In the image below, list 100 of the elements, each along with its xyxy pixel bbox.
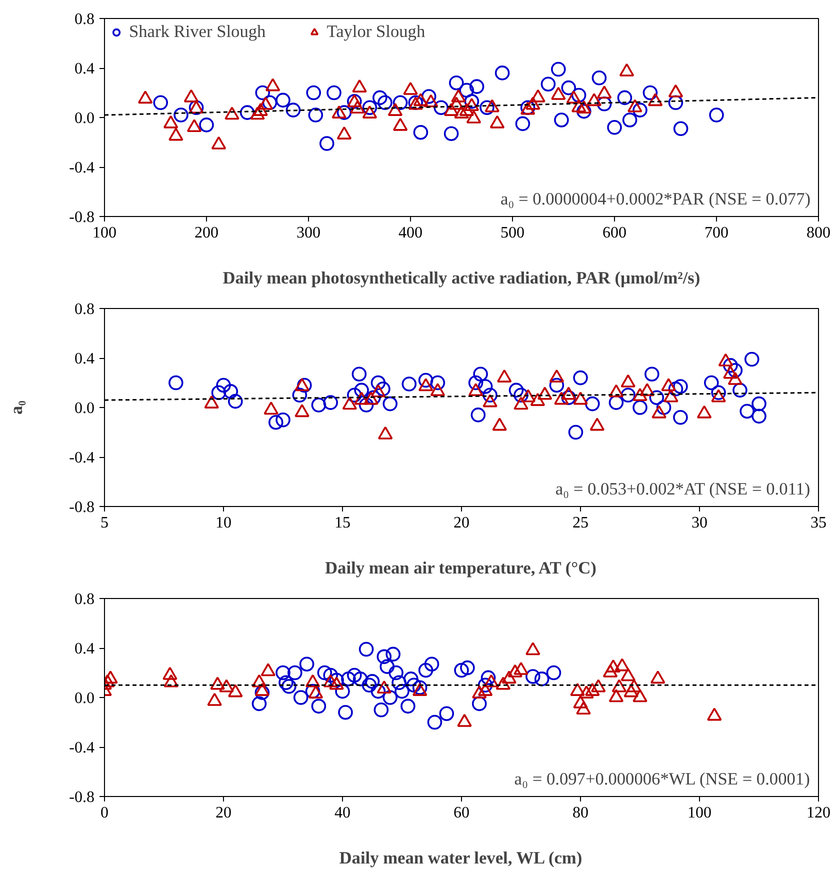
point [673,121,688,136]
point [184,89,199,102]
x-tick-label: 5 [100,514,108,532]
point [308,108,324,122]
x-axis-title: Daily mean water level, WL (cm) [339,848,582,868]
point [253,102,268,116]
point [622,112,638,128]
point [459,102,474,116]
point [561,80,576,96]
point [362,100,378,115]
point [240,105,255,120]
point [464,94,480,109]
y-tick-label: 0.4 [74,350,94,368]
x-tick-label: 0 [100,804,108,822]
point [554,112,569,128]
point [250,106,265,120]
y-tick-label: 0.8 [74,11,94,28]
point [362,105,378,118]
point [258,96,274,110]
y-tick-label: -0.4 [69,450,94,466]
y-tick-label: -0.4 [69,740,94,756]
point [449,96,464,110]
point [276,92,290,108]
x-tick-label: 200 [194,224,218,242]
point [262,95,278,110]
point [413,93,428,106]
y-tick-label: 0.0 [74,110,94,127]
legend-label: Shark River Slough [129,22,266,42]
x-tick-label: 100 [92,224,116,242]
point [168,128,184,141]
y-tick-label: -0.8 [69,209,94,226]
x-tick-label: 300 [296,224,320,242]
point [551,86,566,100]
point [596,86,612,99]
annotation: a₀ = 0.0000004+0.0002*PAR (NSE = 0.077) [500,190,811,208]
y-tick-label: 0.8 [74,591,94,608]
point [199,118,214,132]
point [484,99,500,112]
point [576,100,592,114]
x-tick-label: 120 [806,804,830,822]
annotation: a₀ = 0.053+0.002*AT (NSE = 0.011) [555,480,810,498]
point [494,66,510,80]
point [421,89,436,104]
point [480,100,494,115]
point [434,100,448,115]
point [540,76,556,92]
point [632,102,648,118]
point [413,124,428,140]
x-tick-label: 40 [334,804,350,822]
point [515,116,530,132]
y-tick-label: 0.4 [74,640,94,658]
x-tick-label: 20 [216,804,232,822]
point [306,85,321,100]
x-tick-label: 80 [572,804,588,822]
point [571,88,586,103]
point [607,120,622,135]
point [576,104,592,119]
point [392,118,408,131]
point [619,63,634,76]
point [459,82,474,98]
x-tick-label: 20 [454,514,470,532]
point [642,85,658,100]
point [424,94,438,108]
y-tick-label: 0.8 [74,301,94,318]
legend-label: Taylor Slough [326,22,426,42]
point [350,100,365,114]
point [551,62,566,77]
point [592,70,607,86]
x-tick-label: 10 [216,514,232,532]
point [174,108,188,122]
x-tick-label: 30 [692,514,708,532]
y-tick-label: 0.0 [74,690,94,707]
x-tick-label: 400 [398,224,422,242]
point [566,90,582,104]
point [451,89,466,102]
point [444,102,459,116]
point [224,106,240,120]
point [668,84,684,98]
point [469,79,484,94]
y-tick-label: 0.0 [74,400,94,417]
point [388,102,403,116]
point [138,90,153,104]
point [466,110,482,124]
y-tick-label: -0.4 [69,160,94,176]
y-tick-label: -0.8 [69,499,94,516]
point [571,99,586,112]
x-tick-label: 25 [572,514,588,532]
point [586,93,602,106]
point [454,105,469,118]
x-axis-title: Daily mean photosynthetically active radiation, PAR (µmol/m²/s) [222,268,700,288]
point [265,78,280,92]
point [352,79,367,92]
point [490,115,505,128]
x-tick-label: 60 [454,804,470,822]
point [596,96,612,112]
x-tick-label: 15 [334,514,350,532]
point [336,126,352,140]
y-tick-label: 0.4 [74,60,94,78]
point [163,115,178,128]
y-axis-title: a₀ [7,400,26,414]
